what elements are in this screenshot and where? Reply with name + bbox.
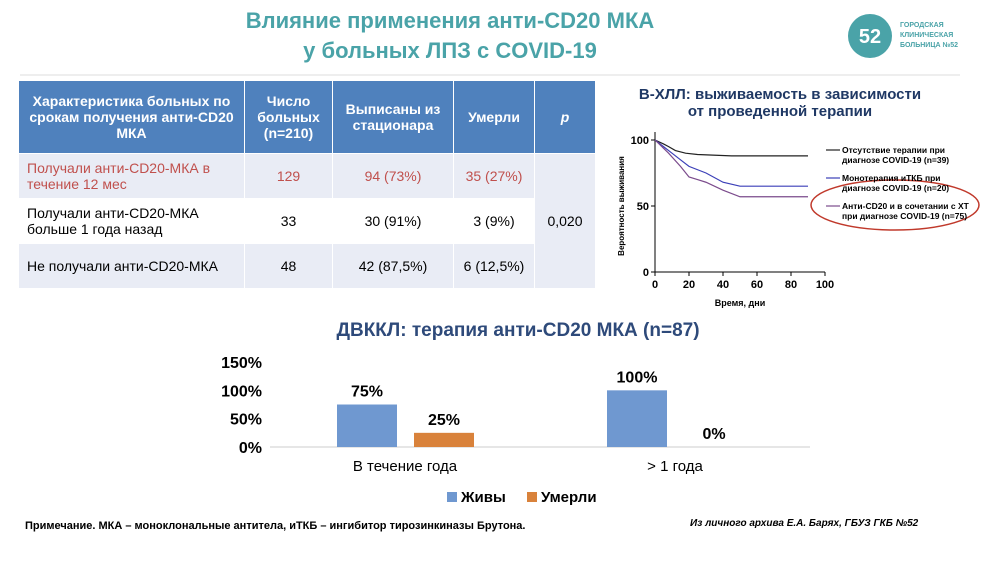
logo-text: КЛИНИЧЕСКАЯ (900, 32, 953, 39)
legend-swatch (527, 492, 537, 502)
y-tick-label: 50% (230, 412, 262, 429)
x-tick-label: В течение года (353, 458, 458, 475)
value-label: 25% (428, 412, 460, 429)
y-tick-label: 100% (221, 383, 262, 400)
cell: 48 (244, 243, 333, 289)
y-tick-label: 100 (631, 135, 649, 147)
x-tick-label: 80 (785, 279, 797, 291)
legend-swatch (447, 492, 457, 502)
title: у больных ЛПЗ с COVID-19 (303, 38, 597, 63)
highlight-ellipse (810, 179, 980, 231)
x-tick-label: 20 (683, 279, 695, 291)
cell: 35 (27%) (453, 153, 535, 199)
logo-mark: 52 (859, 26, 881, 48)
x-tick-label: 100 (816, 279, 834, 291)
col-header: Характеристика больных по срокам получен… (18, 80, 245, 154)
logo-text: БОЛЬНИЦА №52 (900, 41, 958, 49)
legend-label: Живы (460, 489, 506, 506)
cell: 3 (9%) (453, 198, 535, 244)
cell: Не получали анти-CD20-МКА (18, 243, 245, 289)
x-tick-label: > 1 года (647, 458, 703, 475)
y-axis-label: Вероятность выживания (617, 156, 626, 256)
col-header: Умерли (453, 80, 535, 154)
col-header: Выписаны из стационара (332, 80, 454, 154)
x-tick-label: 0 (652, 279, 658, 291)
cell: 42 (87,5%) (332, 243, 454, 289)
bar (607, 390, 667, 447)
survival-curve (654, 139, 808, 157)
y-tick-label: 50 (637, 201, 649, 213)
cell: 6 (12,5%) (453, 243, 535, 289)
value-label: 0% (702, 426, 725, 443)
x-tick-label: 60 (751, 279, 763, 291)
cell: 129 (244, 153, 333, 199)
table: Характеристика больных по срокам получен… (18, 80, 596, 289)
bar (414, 432, 474, 447)
chart-title: ДВККЛ: терапия анти-CD20 МКА (n=87) (336, 320, 699, 341)
x-tick-label: 40 (717, 279, 729, 291)
y-tick-label: 0 (643, 267, 649, 279)
bar (337, 404, 397, 447)
survival-curve (654, 139, 808, 198)
cell: Получали анти-CD20-МКА в течение 12 мес (18, 153, 245, 199)
value-label: 75% (351, 384, 383, 401)
cell: 0,020 (534, 153, 596, 289)
legend-entry: Анти-CD20 и в сочетании с ХТ при диагноз… (842, 201, 969, 221)
y-tick-label: 0% (239, 440, 262, 457)
logo-text: ГОРОДСКАЯ (900, 22, 944, 29)
value-label: 100% (617, 369, 658, 386)
cell: Получали анти-CD20-МКА больше 1 года наз… (18, 198, 245, 244)
logo-circle (848, 14, 892, 58)
col-header: Число больных (n=210) (244, 80, 333, 154)
col-header: p (534, 80, 596, 154)
cell: 94 (73%) (332, 153, 454, 199)
survival-curve (654, 139, 808, 187)
legend-entry: Монотерапия иТКБ при диагнозе COVID-19 (… (842, 173, 950, 193)
title: Влияние применения анти-CD20 МКА (245, 8, 655, 33)
note: Примечание. МКА – моноклональные антител… (25, 520, 526, 532)
km-title: В-ХЛЛ: выживаемость в зависимости от про… (638, 86, 922, 120)
source: Из личного архива Е.А. Барях, ГБУЗ ГКБ №… (690, 518, 919, 529)
cell: 30 (91%) (332, 198, 454, 244)
legend-label: Умерли (541, 489, 597, 506)
legend-entry: Отсутствие терапии при диагнозе COVID-19… (842, 145, 950, 165)
y-tick-label: 150% (221, 355, 262, 372)
x-axis-label: Время, дни (715, 298, 765, 308)
cell: 33 (244, 198, 333, 244)
